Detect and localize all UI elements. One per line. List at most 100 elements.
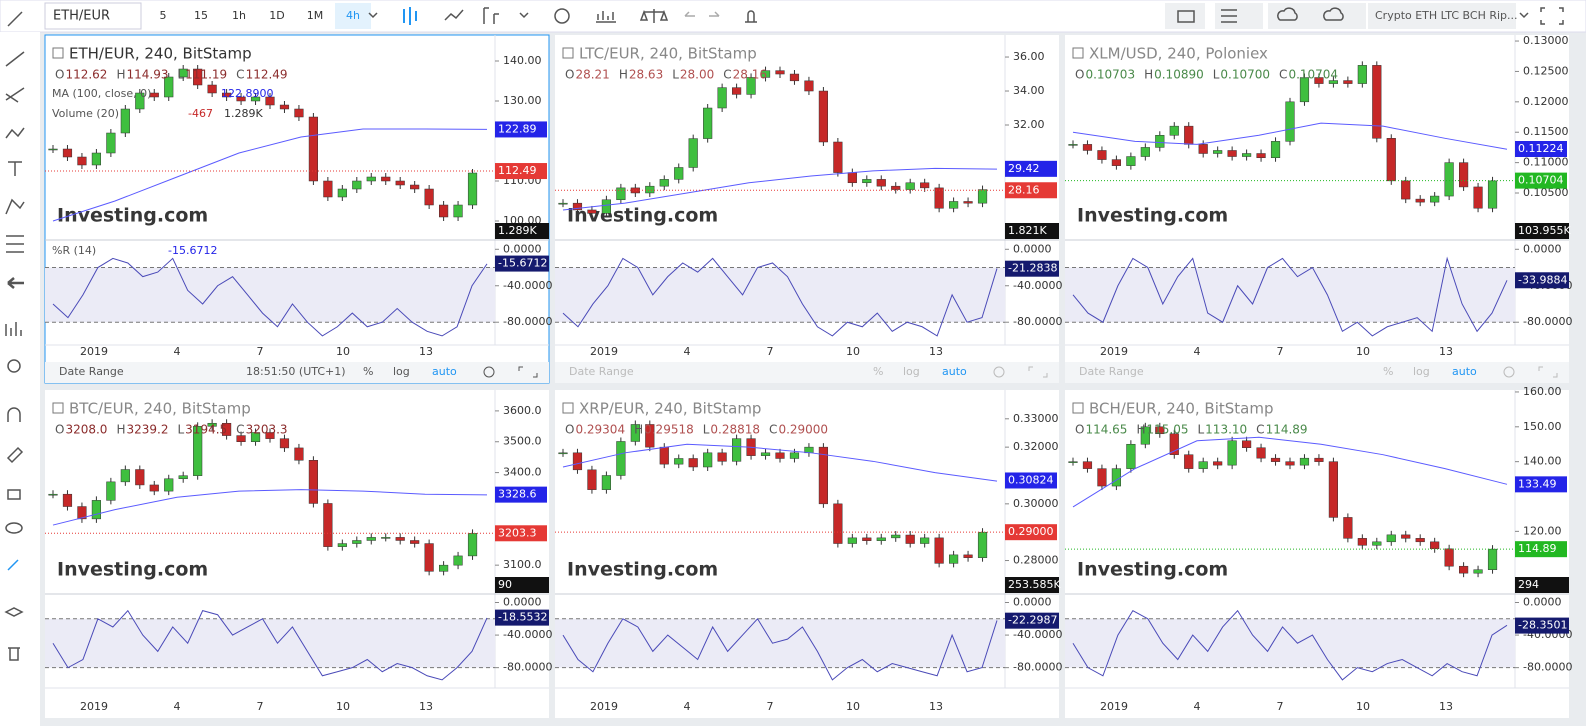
y-tick-label: 0.10500 [1523,186,1569,199]
candle [645,185,655,194]
brush-tool[interactable] [5,127,25,139]
crosshair-tool[interactable] [7,11,23,27]
chart-panel[interactable]: Investing.com 160.00 150.00 140.00 120.00 114… [1065,385,1572,718]
snapshot-button[interactable] [1165,3,1205,29]
interval-button[interactable] [335,3,371,29]
volume-legend-name: Volume (20) [52,107,119,120]
settings-icon[interactable] [554,8,570,24]
candle [1184,454,1194,469]
indicator-icon[interactable] [483,7,499,24]
collapse-icon[interactable] [562,47,574,59]
measure-tool[interactable] [5,322,22,336]
ohlc-key: C [236,68,244,82]
wr-tick-label: -40.0000 [1013,628,1062,641]
magnet-tool[interactable] [7,407,21,422]
settings-button[interactable] [1503,366,1515,378]
candle [920,182,930,189]
hide-tool[interactable] [5,522,23,534]
interval-dropdown[interactable] [368,12,378,19]
candle [949,554,959,564]
interval-button[interactable] [297,3,333,29]
interval-button[interactable] [183,3,219,29]
candle [1082,461,1093,469]
scale-button[interactable]: % [363,365,373,378]
indicators-icon[interactable] [596,11,616,23]
candle [207,84,217,94]
dropdown[interactable] [519,12,529,19]
delete-tool[interactable] [8,647,20,661]
interval-button[interactable] [259,3,295,29]
scale-button[interactable]: % [1383,365,1393,378]
date-range-label[interactable]: Date Range [569,365,634,378]
maximize-button[interactable] [518,366,538,378]
candle [732,87,742,95]
zoom-tool[interactable] [7,359,21,373]
candle [91,152,101,166]
scale-button[interactable]: auto [942,365,967,378]
wr-band [45,267,495,323]
object-tree-tool[interactable] [4,607,24,617]
stay-drawing-tool[interactable] [6,446,24,464]
chart-panel[interactable]: Investing.com 0.33000 0.32000 0.30000 0.2800… [555,390,1062,718]
fib-tool[interactable] [5,87,25,103]
layout-name: Crypto ETH LTC BCH Rip... [1375,9,1518,22]
scale-button[interactable]: auto [1452,365,1477,378]
wr-tick-label: -80.0000 [1013,315,1062,328]
scale-button[interactable]: log [1413,365,1430,378]
chart-panel[interactable]: Investing.com 36.00 34.00 32.00 28.16 29.42 1.… [555,35,1062,383]
link-tool[interactable] [7,559,19,571]
scale-button[interactable]: auto [432,365,457,378]
chart-panel[interactable]: Investing.com 3600.0 3500.0 3400.0 3100.0 320… [45,390,552,718]
interval-button[interactable] [145,3,181,29]
candle [905,182,915,190]
chart-panel[interactable]: Investing.com140.00130.00110.00100.00112… [44,34,552,384]
candle [381,176,391,182]
candle [760,70,771,78]
candle [558,202,568,205]
compare-icon[interactable] [639,9,669,23]
settings-button[interactable] [993,366,1005,378]
interval-button[interactable] [221,3,257,29]
date-range-label[interactable]: Date Range [1079,365,1144,378]
maximize-button[interactable] [1538,366,1558,378]
collapse-icon[interactable] [1072,402,1084,414]
scale-button[interactable]: log [903,365,920,378]
symbol-search[interactable] [44,2,142,30]
date-range-label[interactable]: Date Range [59,365,124,378]
lock-tool[interactable] [7,489,21,500]
ohlc-value: 28.00 [680,68,714,82]
scale-button[interactable]: % [873,365,883,378]
candle [963,554,973,558]
scale-button[interactable]: log [393,365,410,378]
chart-panel[interactable]: Investing.com 0.13000 0.12500 0.12000 0.1150… [1065,34,1572,383]
collapse-icon[interactable] [52,47,64,59]
maximize-button[interactable] [1028,366,1048,378]
undo-redo[interactable] [684,11,720,17]
candle [1169,433,1179,455]
cloud-buttons[interactable] [1268,3,1366,29]
collapse-icon[interactable] [52,402,64,414]
candle [833,503,843,544]
collapse-icon[interactable] [562,402,574,414]
y-tick-label: 0.28000 [1013,554,1059,567]
candle [265,96,275,106]
candle [1415,538,1425,543]
collapse-icon[interactable] [1072,47,1084,59]
volume-price-text: 103.955K [1518,224,1571,237]
layout-dropdown[interactable] [1519,12,1529,19]
fullscreen-icon[interactable] [1540,7,1564,25]
text-tool[interactable] [8,161,22,176]
interval-label: 5 [160,9,167,22]
pattern-tool[interactable] [5,198,25,215]
back-tool[interactable] [7,277,24,289]
line-icon[interactable] [444,9,464,21]
alert-icon[interactable] [745,10,757,23]
wr-tick-label: -40.0000 [503,279,552,292]
y-tick-label: 140.00 [503,54,542,67]
volume-legend-value: -467 [188,107,213,120]
trendline-tool[interactable] [5,51,25,67]
settings-button[interactable] [483,366,495,378]
prediction-tool[interactable] [6,235,24,253]
layout-name-box[interactable] [1368,3,1516,29]
